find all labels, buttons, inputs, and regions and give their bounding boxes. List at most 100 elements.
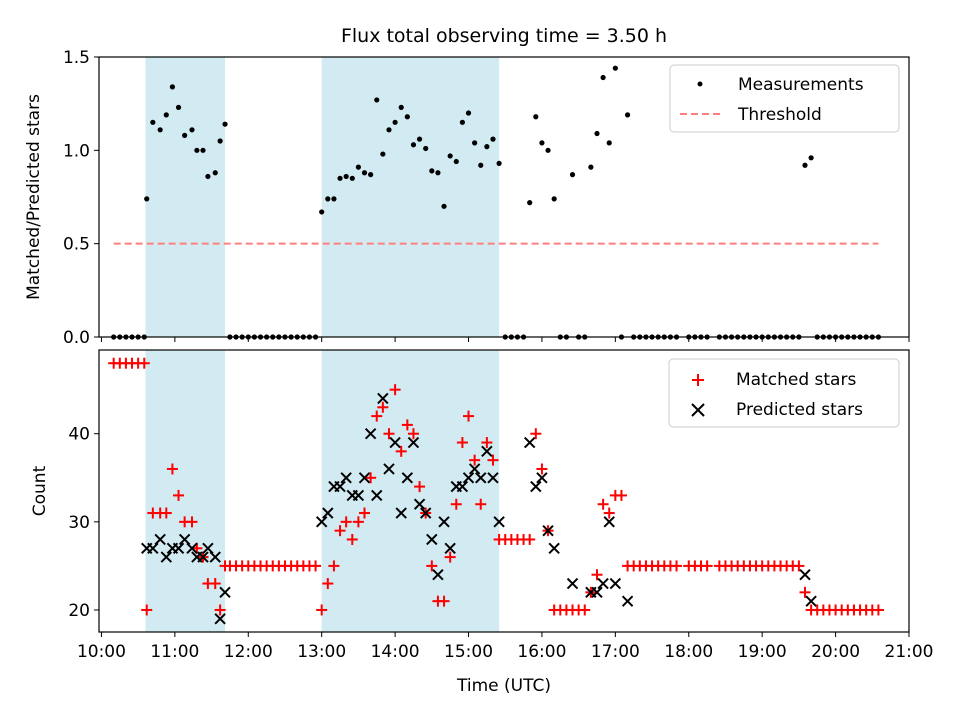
matched-star-point [799,586,811,598]
measurement-point [490,136,496,142]
predicted-star-point [438,516,450,528]
matched-star-point [365,472,377,484]
measurement-point [496,160,502,166]
predicted-star-point [597,577,609,590]
matched-star-point [173,489,185,501]
measurement-point [325,196,331,202]
measurement-point [355,164,361,170]
matched-star-point [487,454,499,466]
top-shaded-span-1 [145,57,226,337]
measurement-point [808,155,814,161]
matched-star-point [186,516,198,528]
predicted-star-point [493,516,505,528]
top-x-ticks [100,337,910,342]
measurement-point [163,112,169,118]
measurement-point [169,84,176,90]
matched-star-point [469,454,481,466]
predicted-star-point [219,586,231,599]
legend-measurements-label: Measurements [738,75,864,95]
bottom-y-tick-label: 20 [68,601,90,621]
bottom-shaded-span-1 [145,350,226,632]
bottom-y-ticks: 20 30 40 [68,425,99,621]
measurement-point [441,203,447,209]
measurement-point [349,175,355,181]
matched-star-point [328,560,340,572]
measurement-point [175,104,182,110]
predicted-star-point [805,595,817,607]
predicted-star-point [566,577,579,590]
x-tick-label: 11:00 [150,642,199,662]
legend-matched-marker [692,374,704,386]
measurement-point [435,170,441,176]
bottom-axes-frame [98,349,910,633]
measurement-point [404,114,410,120]
bottom-shaded-span-2 [321,350,500,632]
matched-star-point [383,428,395,440]
measurement-point [374,97,380,103]
predicted-star-point [186,542,198,554]
matched-star-point [371,410,383,422]
measurement-point [189,127,195,133]
bottom-legend-box [668,358,900,428]
top-panel: 0.0 0.5 1.0 1.5 Matched/Predicted stars Mea… [24,48,910,348]
bottom-y-axis-label: Count [30,465,50,516]
measurement-point [337,175,343,181]
x-tick-label: 18:00 [664,642,713,662]
predicted-star-point [371,489,383,502]
matched-star-point [536,463,548,475]
predicted-star-point [432,569,444,581]
measurement-point [484,144,490,150]
matched-star-point [389,384,401,396]
predicted-star-point [468,463,481,475]
top-y-axis-label: Matched/Predicted stars [24,94,44,300]
measurement-point [612,65,618,71]
top-shaded-spans [145,57,500,337]
measurement-point [380,151,386,157]
predicted-star-point [389,436,401,449]
measurement-point [194,147,200,153]
matched-star-point [597,498,609,510]
measurement-point [447,153,453,159]
matched-star-point [591,569,603,581]
predicted-star-point [799,569,811,581]
top-shaded-span-2 [321,57,500,337]
measurement-point [361,170,368,176]
matched-star-point [450,498,462,510]
predicted-star-point [315,516,328,528]
measurement-point [588,164,594,170]
measurement-point [606,140,612,146]
predicted-star-point [591,586,603,599]
predicted-star-point [413,498,426,510]
top-legend: Measurements Threshold [669,64,900,133]
predicted-star-point [364,428,377,440]
measurement-point [410,142,417,148]
matched-star-point [615,489,627,501]
measurement-point [423,145,429,152]
measurement-point [459,119,465,125]
predicted-star-point [462,472,475,484]
x-tick-label: 13:00 [297,642,346,662]
measurement-point [157,127,163,133]
top-axes-frame [98,56,910,338]
matched-star-point [793,560,805,572]
bottom-y-tick-label: 30 [68,513,90,533]
matched-star-point [426,560,438,572]
measurement-points [111,65,882,340]
measurement-point [217,138,223,144]
matched-star-point [310,560,322,572]
predicted-star-point [419,507,432,519]
matched-star-point [444,551,456,563]
measurement-point [551,196,557,202]
matched-star-point [395,445,407,457]
matched-star-point [316,604,328,616]
matched-star-point [463,410,475,422]
measurement-point [472,140,478,146]
legend-predicted-marker [691,403,705,417]
predicted-star-point [426,533,438,546]
measurement-point [478,162,484,168]
measurement-point [200,147,206,153]
x-tick-label: 15:00 [444,642,493,662]
predicted-star-point [530,480,542,493]
predicted-star-point [444,542,456,554]
